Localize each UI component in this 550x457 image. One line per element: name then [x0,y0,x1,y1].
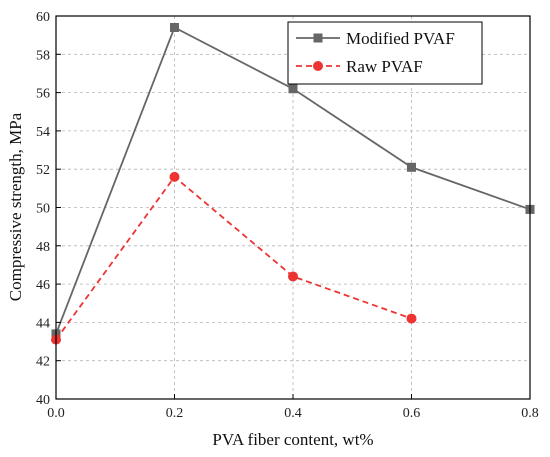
x-tick-label: 0.6 [403,406,421,421]
y-tick-label: 54 [36,125,50,140]
x-tick-label: 0.4 [284,406,302,421]
x-tick-label: 0.0 [47,406,65,421]
y-tick-label: 52 [36,163,50,178]
legend-marker-modified [313,33,323,43]
data-point-modified [407,162,416,172]
y-tick-label: 46 [36,278,50,293]
x-tick-label: 0.2 [166,406,184,421]
legend: Modified PVAF Raw PVAF [287,21,483,85]
x-axis-title: PVA fiber content, wt% [212,430,373,449]
axis-ticks: 0.0 0.2 0.4 0.6 0.8 40 42 44 46 48 50 52 54 56 58 60 [36,10,539,421]
data-point-modified [170,22,179,32]
y-tick-label: 60 [36,10,50,25]
y-tick-label: 40 [36,393,50,408]
data-point-raw [288,271,298,282]
legend-label-raw: Raw PVAF [346,57,423,76]
y-tick-label: 50 [36,202,50,217]
legend-box [287,21,483,85]
y-tick-label: 44 [36,316,50,331]
y-tick-label: 48 [36,240,50,255]
legend-label-modified: Modified PVAF [346,29,455,48]
x-tick-label: 0.8 [521,406,539,421]
y-axis-title: Compressive strength, MPa [6,112,25,301]
series-line-raw [55,175,412,341]
data-point-modified [288,84,298,94]
y-tick-label: 58 [36,48,50,63]
data-point-raw [406,313,417,324]
legend-marker-raw [313,61,323,71]
data-point-raw [169,171,180,182]
y-tick-label: 56 [36,87,50,102]
y-tick-label: 42 [36,355,50,370]
